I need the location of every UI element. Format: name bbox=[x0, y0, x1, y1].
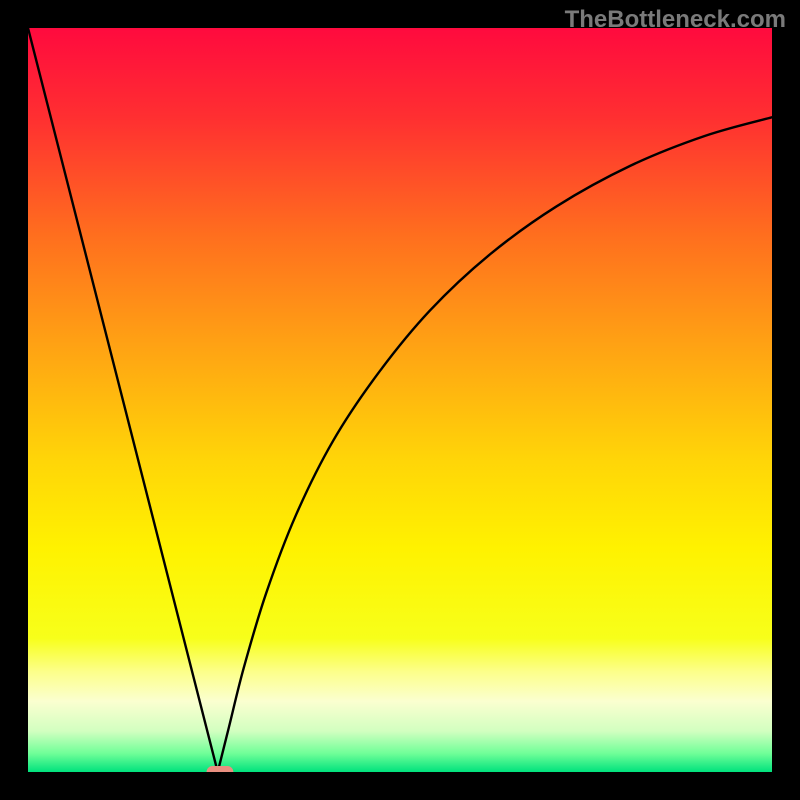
plot-svg bbox=[28, 28, 772, 772]
minimum-marker bbox=[207, 766, 234, 772]
chart-root: TheBottleneck.com bbox=[0, 0, 800, 800]
gradient-background bbox=[28, 28, 772, 772]
plot-area bbox=[28, 28, 772, 772]
